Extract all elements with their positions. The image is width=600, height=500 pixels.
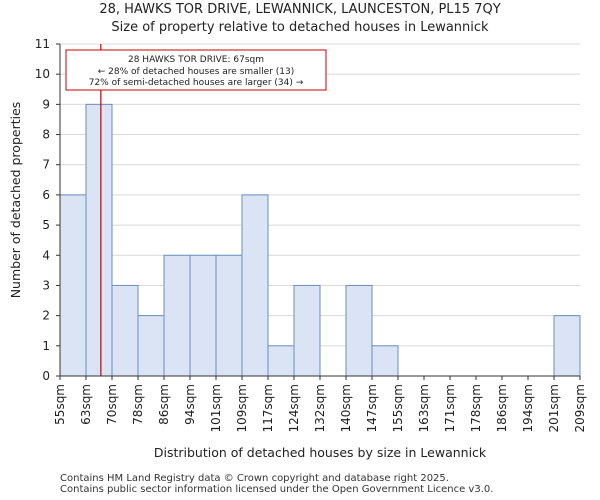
x-tick-label: 171sqm (443, 384, 457, 432)
bars-group (59, 103, 581, 377)
annotation-line-3: 72% of semi-detached houses are larger (… (89, 78, 304, 88)
x-tick-label: 178sqm (469, 384, 483, 432)
y-tick-label: 3 (42, 278, 50, 292)
x-tick-label: 147sqm (365, 384, 379, 432)
y-tick-label: 11 (35, 37, 50, 51)
annotation-line-2: ← 28% of detached houses are smaller (13… (98, 67, 295, 77)
y-tick-label: 8 (42, 128, 50, 142)
x-tick-label: 109sqm (235, 384, 249, 432)
annotation-box: 28 HAWKS TOR DRIVE: 67sqm ← 28% of detac… (65, 49, 327, 91)
x-tick-label: 163sqm (417, 384, 431, 432)
y-tick-label: 5 (42, 218, 50, 232)
bar (267, 345, 295, 377)
annotation-border (65, 49, 327, 91)
x-tick-label: 132sqm (313, 384, 327, 432)
y-tick-label: 9 (42, 97, 50, 111)
x-tick-label: 124sqm (287, 384, 301, 432)
bar (241, 194, 269, 377)
x-tick-label: 86sqm (157, 384, 171, 425)
y-tick-label: 6 (42, 188, 50, 202)
annotation-line-1: 28 HAWKS TOR DRIVE: 67sqm (128, 55, 264, 65)
y-tick-label: 4 (42, 248, 50, 262)
x-tick-label: 55sqm (53, 384, 67, 425)
bar (163, 254, 191, 377)
bar (293, 284, 321, 377)
bar (137, 315, 165, 377)
bar (371, 345, 399, 377)
x-tick-label: 140sqm (339, 384, 353, 432)
y-tick-label: 7 (42, 158, 50, 172)
x-tick-label: 194sqm (521, 384, 535, 432)
bar (189, 254, 217, 377)
footer-line-2: Contains public sector information licen… (60, 484, 494, 495)
x-tick-labels: 55sqm 63sqm 70sqm 78sqm 86sqm 94sqm 101sqm 109s… (53, 376, 587, 432)
x-tick-label: 201sqm (547, 384, 561, 432)
chart-subtitle: Size of property relative to detached ho… (111, 20, 489, 35)
bar (59, 194, 87, 377)
footer-line-1: Contains HM Land Registry data © Crown c… (60, 473, 449, 484)
x-tick-label: 94sqm (183, 384, 197, 425)
y-tick-label: 1 (42, 339, 50, 353)
x-tick-label: 155sqm (391, 384, 405, 432)
bar (215, 254, 243, 377)
x-tick-label: 101sqm (209, 384, 223, 432)
bar (85, 103, 113, 377)
x-tick-label: 209sqm (573, 384, 587, 432)
x-axis-label: Distribution of detached houses by size … (153, 445, 487, 460)
y-tick-label: 10 (35, 67, 50, 81)
bar (345, 284, 373, 377)
chart-title: 28, HAWKS TOR DRIVE, LEWANNICK, LAUNCEST… (99, 2, 501, 17)
x-tick-label: 186sqm (495, 384, 509, 432)
x-tick-label: 70sqm (105, 384, 119, 425)
y-tick-label: 2 (42, 309, 50, 323)
y-tick-label: 0 (42, 369, 50, 383)
x-tick-label: 63sqm (79, 384, 93, 425)
bar (111, 284, 139, 377)
x-tick-label: 78sqm (131, 384, 145, 425)
y-tick-labels: 0 1 2 3 4 5 6 7 8 9 10 11 (35, 37, 60, 383)
x-tick-label: 117sqm (261, 384, 275, 432)
bar (553, 315, 581, 377)
y-axis-label: Number of detached properties (8, 101, 23, 299)
